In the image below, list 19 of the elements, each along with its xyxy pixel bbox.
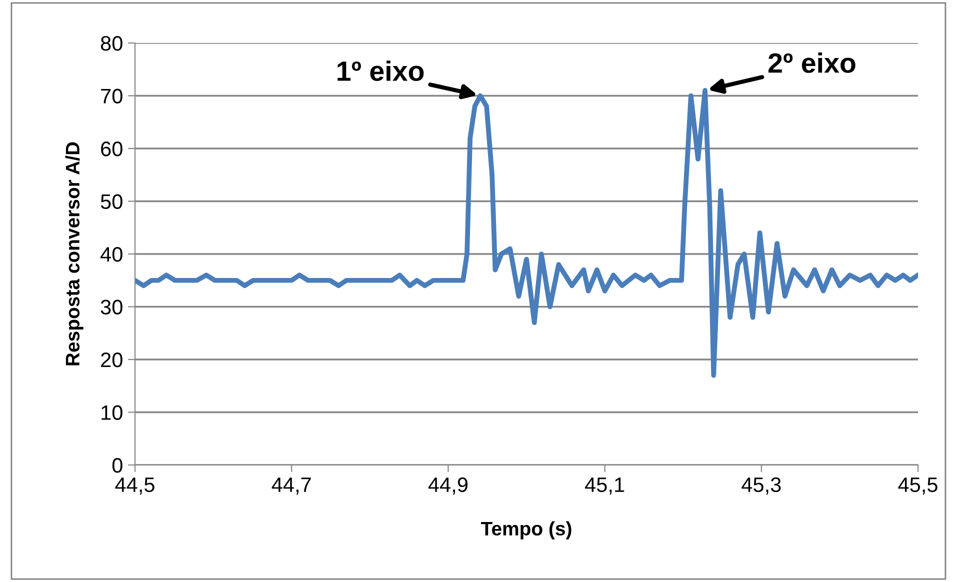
annotation: 1º eixo <box>338 60 424 81</box>
y-tick-label: 20 <box>101 352 122 368</box>
x-tick-label: 44,9 <box>428 477 468 495</box>
x-tick-label: 45,3 <box>742 477 781 495</box>
y-tick-label: 70 <box>101 88 122 104</box>
y-tick-label: 40 <box>100 247 122 262</box>
y-tick-label: 80 <box>100 36 122 51</box>
x-tick-label: 45,1 <box>585 478 624 495</box>
y-axis-title: Resposta conversor A/D <box>65 142 84 366</box>
x-tick-label: 44,7 <box>272 478 311 495</box>
annotation: 2º eixo <box>768 52 856 73</box>
y-tick-label: 10 <box>102 405 122 420</box>
y-tick-label: 50 <box>100 194 122 210</box>
y-tick-label: 30 <box>100 300 122 315</box>
y-tick-label: 60 <box>101 142 122 156</box>
x-tick-label: 45,5 <box>898 478 938 495</box>
y-tick-label: 0 <box>112 458 122 473</box>
x-tick-label: 44,5 <box>115 478 154 495</box>
x-axis-title: Tempo (s) <box>480 521 572 540</box>
